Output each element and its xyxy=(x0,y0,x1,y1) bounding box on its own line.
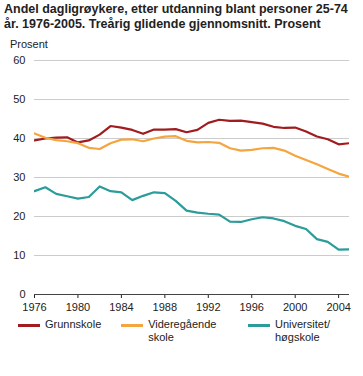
svg-text:0: 0 xyxy=(19,288,25,300)
svg-text:20: 20 xyxy=(13,210,25,222)
svg-text:50: 50 xyxy=(13,93,25,105)
svg-text:30: 30 xyxy=(13,171,25,183)
svg-text:1992: 1992 xyxy=(196,301,220,313)
html-text:Universitet/ høgskole: Universitet/ høgskole xyxy=(275,318,330,343)
html-text:Andel dagligrøykere, etter utd: Andel dagligrøykere, etter utdanning bla… xyxy=(4,2,348,31)
svg-text:1996: 1996 xyxy=(239,301,263,313)
svg-text:2004: 2004 xyxy=(326,301,350,313)
svg-text:60: 60 xyxy=(13,54,25,66)
svg-text:40: 40 xyxy=(13,132,25,144)
svg-text:1980: 1980 xyxy=(66,301,90,313)
svg-text:1984: 1984 xyxy=(109,301,133,313)
svg-text:1988: 1988 xyxy=(153,301,177,313)
svg-text:2000: 2000 xyxy=(283,301,307,313)
svg-text:1976: 1976 xyxy=(22,301,46,313)
html-text:Videregående skole: Videregående skole xyxy=(148,318,217,343)
html-text:Grunnskole: Grunnskole xyxy=(45,318,102,330)
html-text:Prosent: Prosent xyxy=(10,38,48,50)
svg-text:10: 10 xyxy=(13,249,25,261)
